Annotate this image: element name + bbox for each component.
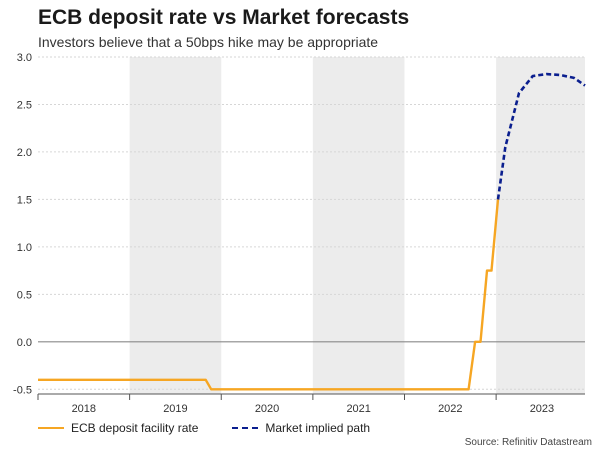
shaded-band-0 [129, 57, 222, 394]
y-tick-label-3: 1.5 [17, 194, 32, 206]
market-implied-path-line [496, 72, 586, 200]
y-tick-label-2: 2.0 [17, 147, 32, 159]
chart-title: ECB deposit rate vs Market forecasts [38, 6, 410, 29]
y-axis-ticks: 3.0 2.5 2.0 1.5 1.0 0.5 0.0 -0.5 [13, 52, 32, 396]
legend-label-ecb: ECB deposit facility rate [71, 421, 199, 435]
shaded-year-bands [129, 57, 585, 394]
source-note: Source: Refinitiv Datastream [464, 437, 592, 448]
series-lines [38, 72, 586, 391]
y-tick-label-1: 2.5 [17, 99, 32, 111]
x-tick-label-4: 2022 [438, 403, 462, 415]
legend-item-ecb: ECB deposit facility rate [38, 421, 198, 435]
x-tick-label-1: 2019 [163, 403, 187, 415]
shaded-band-2 [496, 57, 585, 394]
y-tick-label-0: 3.0 [17, 52, 32, 64]
legend-item-market: Market implied path [232, 421, 370, 435]
shaded-band-1 [312, 57, 405, 394]
y-tick-label-5: 0.5 [17, 289, 32, 301]
y-tick-label-4: 1.0 [17, 242, 32, 254]
legend-swatch-ecb [38, 427, 64, 429]
legend-swatch-market [232, 427, 259, 429]
chart-canvas: 3.02.52.01.51.00.50.0-0.5 2018 2019 2020 20… [13, 52, 586, 415]
x-tick-label-0: 2018 [72, 403, 96, 415]
legend: ECB deposit facility rate Market implied… [38, 421, 404, 435]
y-tick-label-7: -0.5 [13, 384, 32, 396]
y-tick-label-6: 0.0 [17, 337, 32, 349]
ecb-deposit-rate-line [38, 199, 500, 391]
x-axis: 2018 2019 2020 2021 2022 2023 [37, 393, 585, 415]
x-tick-label-3: 2021 [346, 403, 370, 415]
x-tick-label-2: 2020 [255, 403, 279, 415]
legend-label-market: Market implied path [265, 421, 371, 435]
x-tick-label-5: 2023 [530, 403, 554, 415]
chart-subtitle: Investors believe that a 50bps hike may … [38, 34, 379, 50]
